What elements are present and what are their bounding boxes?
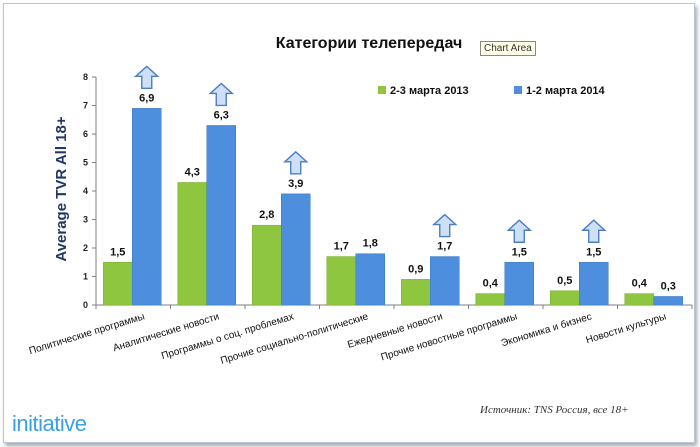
legend-label: 1-2 марта 2014 (526, 85, 606, 97)
up-arrow-icon (431, 213, 458, 238)
data-label: 1,8 (363, 238, 378, 250)
bar (624, 293, 654, 306)
y-tick-label: 3 (83, 215, 88, 225)
bar (355, 253, 385, 306)
data-label: 2,8 (259, 209, 274, 221)
data-label: 6,9 (139, 92, 154, 104)
up-arrow-icon (506, 219, 533, 243)
chart-svg: Категории телепередач Average TVR All 18+… (28, 35, 693, 367)
bar (206, 125, 236, 306)
chart-area-tooltip: Chart Area (480, 41, 536, 56)
y-tick-label: 8 (83, 72, 88, 82)
data-label: 0,9 (408, 263, 423, 275)
up-arrow-icon (282, 150, 309, 175)
legend-swatch (514, 86, 522, 94)
y-tick-label: 7 (83, 101, 88, 111)
data-label: 1,5 (512, 246, 527, 258)
legend-swatch (378, 86, 386, 94)
category-label: Политические программы (28, 311, 146, 357)
legend-label: 2-3 марта 2013 (390, 85, 469, 97)
data-label: 1,5 (110, 246, 125, 258)
category-label: Новости культуры (585, 311, 668, 346)
data-label: 1,7 (437, 241, 452, 253)
data-label: 4,3 (185, 166, 200, 178)
bar (430, 256, 460, 306)
y-tick-label: 6 (83, 129, 88, 139)
data-label: 1,5 (586, 246, 601, 258)
bar (252, 224, 282, 306)
bar (475, 293, 505, 306)
chart-title: Категории телепередач (276, 35, 462, 52)
y-tick-label: 0 (83, 300, 88, 310)
bar (579, 262, 609, 306)
bar (401, 279, 431, 306)
up-arrow-icon (208, 82, 235, 107)
data-label: 0,4 (632, 278, 648, 290)
bar (132, 108, 162, 306)
data-label: 0,5 (557, 275, 572, 287)
bar (326, 256, 356, 306)
category-label: Прочие новостные программы (380, 311, 519, 363)
source-note: Источник: TNS Россия, все 18+ (480, 404, 629, 416)
bar (504, 262, 534, 306)
bar (550, 290, 580, 306)
up-arrow-icon (580, 219, 607, 243)
y-tick-label: 1 (83, 272, 88, 282)
y-tick-label: 5 (83, 158, 88, 168)
bar (281, 193, 311, 306)
chart-frame: Категории телепередач Average TVR All 18+… (3, 3, 695, 443)
bar (653, 296, 683, 306)
y-tick-label: 2 (83, 243, 88, 253)
data-label: 0,4 (483, 278, 499, 290)
data-label: 1,7 (334, 241, 349, 253)
data-label: 6,3 (214, 109, 229, 121)
initiative-logo: initiative (12, 411, 87, 436)
data-label: 3,9 (288, 178, 303, 190)
y-axis-title: Average TVR All 18+ (53, 116, 70, 261)
up-arrow-icon (133, 65, 160, 90)
bar (103, 262, 133, 306)
data-label: 0,3 (661, 280, 676, 292)
y-tick-label: 4 (83, 186, 88, 196)
bar (177, 182, 207, 306)
